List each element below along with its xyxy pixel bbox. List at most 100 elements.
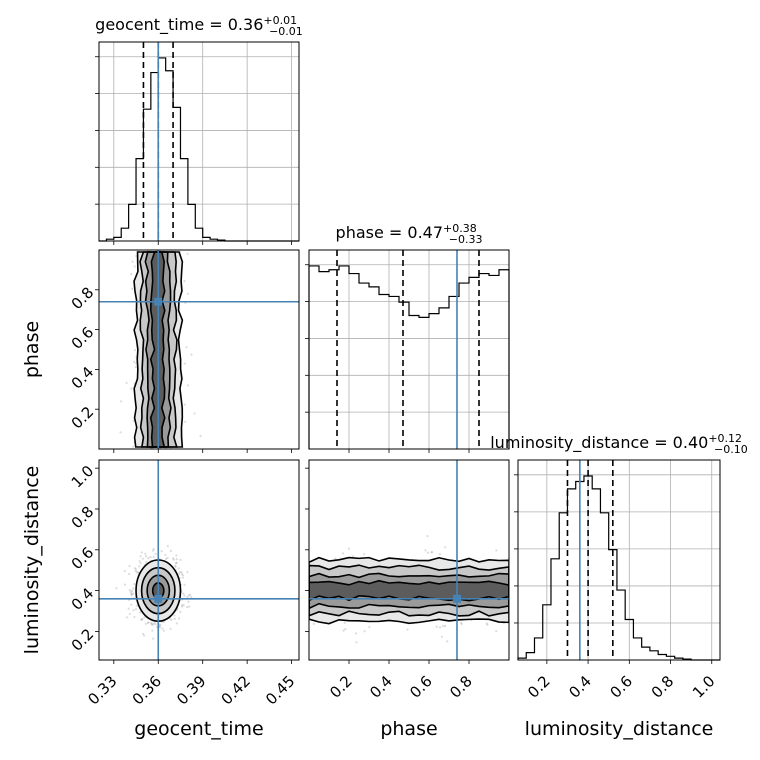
sample-point — [190, 595, 193, 598]
panel-content — [119, 250, 202, 449]
sample-point — [131, 445, 135, 448]
axes-frame — [517, 459, 721, 661]
sample-point — [352, 554, 355, 558]
sample-point — [179, 558, 182, 561]
panel-content — [115, 544, 193, 640]
x-axis-label: luminosity_distance — [525, 718, 714, 740]
truth-marker — [154, 297, 163, 306]
sample-point — [145, 555, 148, 558]
sample-point — [430, 551, 433, 554]
sample-point — [173, 617, 176, 620]
contour-line — [309, 556, 509, 625]
title-main: geocent_time = 0.36 — [95, 15, 263, 35]
sample-point — [134, 608, 138, 611]
sample-point — [174, 565, 177, 568]
y-tick-label: 0.4 — [68, 584, 98, 614]
sample-point — [199, 434, 202, 438]
sample-point — [150, 621, 153, 624]
histogram-step — [99, 57, 299, 242]
sample-point — [180, 573, 183, 576]
sample-point — [171, 557, 175, 560]
sample-point — [131, 287, 134, 290]
sample-point — [175, 557, 178, 561]
sample-point — [147, 557, 150, 560]
sample-point — [135, 604, 138, 607]
sample-point — [183, 583, 186, 586]
sample-point — [151, 549, 155, 552]
contours — [309, 556, 509, 625]
sample-point — [363, 630, 366, 633]
contours — [133, 251, 184, 448]
sample-point — [170, 618, 173, 622]
sample-point — [130, 593, 133, 596]
sample-point — [151, 629, 154, 632]
sample-point — [184, 420, 187, 423]
title-plus: +0.12 — [708, 432, 742, 445]
sample-point — [147, 621, 150, 625]
sample-point — [143, 616, 146, 619]
x-axis-label: geocent_time — [134, 718, 263, 740]
axes-frame — [98, 459, 300, 661]
x-axis-label: phase — [380, 718, 437, 740]
x-tick-label: 0.8 — [446, 672, 476, 702]
sample-point — [158, 625, 161, 628]
sample-point — [152, 547, 155, 551]
sample-point — [166, 556, 169, 559]
sample-point — [149, 555, 152, 559]
x-tick-label: 0.4 — [565, 672, 595, 702]
sample-point — [181, 574, 185, 577]
contour-line — [149, 251, 166, 448]
sample-point — [162, 629, 165, 632]
sample-point — [133, 615, 136, 619]
axes-frame — [308, 459, 510, 661]
sample-point — [139, 555, 142, 558]
panel-content — [309, 534, 509, 644]
panel-phase-vs-luminosity_distance — [305, 459, 510, 664]
sample-point — [177, 572, 180, 575]
sample-point — [152, 623, 155, 626]
sample-point — [186, 292, 189, 295]
y-tick-label: 0.6 — [68, 323, 98, 353]
sample-point — [144, 622, 148, 625]
sample-point — [183, 403, 186, 406]
y-tick-label: 1.0 — [68, 462, 98, 492]
sample-point — [424, 549, 427, 552]
panel-title: geocent_time = 0.36+0.01 −0.01 — [95, 14, 303, 38]
sample-point — [141, 557, 145, 560]
x-tick-label: 0.33 — [84, 672, 120, 708]
sample-point — [130, 603, 133, 606]
sample-point — [485, 622, 488, 625]
sample-point — [134, 570, 137, 573]
y-axis-label: luminosity_distance — [21, 466, 43, 655]
sample-point — [495, 630, 498, 633]
sample-point — [186, 595, 189, 599]
axes-frame — [98, 41, 300, 242]
sample-point — [138, 565, 141, 568]
sample-point — [128, 612, 132, 616]
sample-point — [132, 609, 135, 612]
axes-frame — [98, 249, 300, 450]
sample-point — [182, 592, 185, 595]
contour-line — [144, 251, 172, 448]
sample-point — [128, 588, 131, 592]
sample-point — [132, 592, 135, 595]
sample-point — [138, 560, 141, 563]
sample-point — [175, 561, 178, 564]
sample-point — [128, 565, 131, 568]
sample-point — [164, 553, 167, 556]
sample-point — [158, 626, 161, 629]
sample-point — [193, 412, 196, 415]
title-plus: +0.01 — [263, 14, 297, 27]
sample-point — [123, 583, 127, 586]
sample-point — [186, 605, 189, 609]
y-tick-label: 0.4 — [68, 363, 98, 393]
panel-geocent_time-vs-phase — [95, 249, 300, 453]
sample-point — [145, 560, 148, 564]
sample-point — [169, 549, 173, 552]
sample-point — [123, 569, 126, 573]
contour-line — [309, 572, 509, 610]
x-tick-label: 1.0 — [689, 672, 719, 702]
sample-point — [312, 622, 315, 626]
sample-point — [441, 624, 445, 628]
sample-point — [166, 544, 169, 548]
